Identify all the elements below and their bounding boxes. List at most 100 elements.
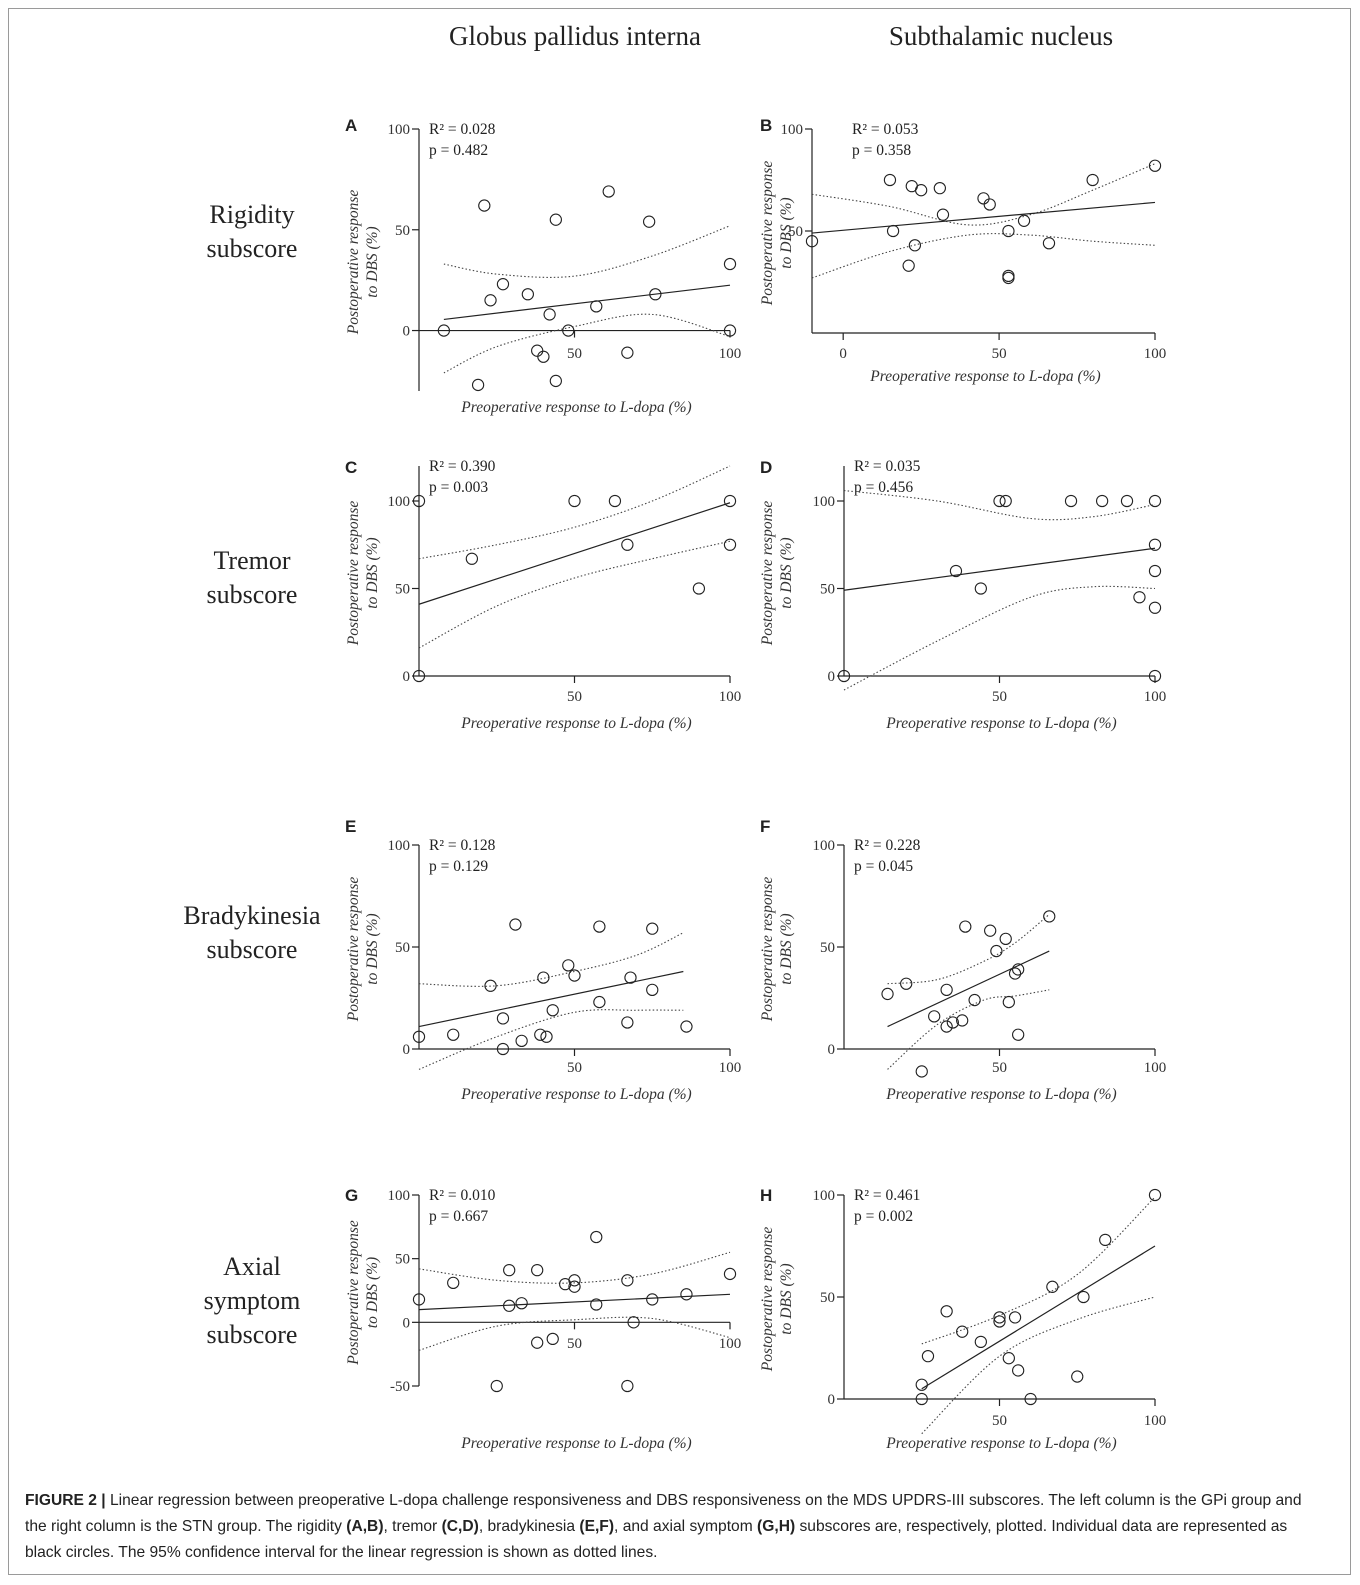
x-tick-label: 100 [1144,689,1167,705]
ci-lower-curve [443,313,731,374]
caption-text: , bradykinesia [478,1518,580,1535]
x-tick-label: 50 [992,346,1007,362]
row-label-line: Bradykinesia [183,901,321,930]
data-point [412,669,426,683]
data-point [1042,237,1056,250]
y-tick-label: 100 [813,1188,836,1204]
data-point [723,538,737,551]
panel-h: H 0 50 100 50 100 Preoperative response to L-d… [759,1186,1166,1452]
figure-caption: FIGURE 2 | Linear regression between pre… [25,1488,1325,1566]
panel-letter: B [760,116,772,135]
ci-upper-curve [921,1196,1156,1345]
data-point [621,538,634,551]
ci-upper-curve [811,163,1156,226]
data-point [534,1028,547,1041]
data-point [503,1299,516,1312]
data-point [546,1332,559,1346]
y-tick-label: 50 [820,582,835,598]
y-tick-label: 0 [828,1392,836,1408]
y-tick-label: -50 [390,1379,410,1395]
data-point [1012,1028,1025,1041]
column-title-gpi: Globus pallidus interna [449,21,701,51]
regression-line [443,284,731,321]
ci-lower-curve [418,540,731,649]
data-point [723,1267,737,1281]
data-point [940,1305,953,1318]
data-point [447,1276,460,1290]
y-tick-label: 100 [388,122,411,138]
data-point [993,494,1006,508]
data-point [915,1065,928,1078]
data-point [915,1392,928,1406]
data-point [990,944,1003,958]
figure-frame [8,8,1351,1575]
x-tick-label: 50 [567,1336,582,1352]
y-axis-title-line: to DBS (%) [364,1257,381,1328]
data-point [465,552,479,565]
data-point [1017,214,1031,227]
data-point [723,257,737,271]
r-squared-label: R² = 0.228 [854,837,921,854]
y-axis-title-line: to DBS (%) [364,537,381,608]
x-tick-label: 100 [719,1060,742,1076]
data-point [593,920,606,933]
data-point [1064,494,1078,508]
y-tick-label: 50 [395,1252,410,1268]
data-point [646,922,659,935]
x-tick-label: 100 [1144,1060,1167,1076]
data-point [1148,564,1162,578]
row-label-line: subscore [207,935,298,964]
panel-d: D 0 50 100 50 100 Preoperative response to L-d… [759,458,1166,732]
y-tick-label: 50 [788,224,803,240]
caption-label: FIGURE 2 | [25,1492,106,1509]
ci-lower-curve [843,585,1156,691]
y-tick-label: 50 [820,940,835,956]
data-point [642,215,656,228]
y-axis-title-line: to DBS (%) [778,1263,795,1334]
panel-a: A 0 50 100 50 100 Preoperative response to L-d… [345,116,741,416]
data-point [484,979,497,992]
data-point [1002,224,1015,238]
panel-letter: E [345,817,356,836]
data-point [1012,1364,1025,1377]
caption-panel-ref: (C,D) [441,1518,479,1535]
x-axis-title: Preoperative response to L-dopa (%) [460,399,691,416]
data-point [908,239,922,252]
caption-text: subscores are, respectively, plotted. In… [25,1518,1288,1561]
r-squared-label: R² = 0.010 [429,1187,496,1204]
data-point [471,378,485,392]
data-point [568,1280,581,1293]
data-point [974,582,987,595]
p-value-label: p = 0.045 [854,858,913,875]
p-value-label: p = 0.129 [429,858,488,875]
data-point [1024,1392,1037,1406]
y-tick-label: 0 [828,1042,836,1058]
data-point [974,1335,987,1349]
data-point [521,288,534,301]
data-point [1148,1188,1162,1202]
row-label-line: Tremor [213,546,290,575]
data-point [1120,494,1134,508]
x-axis-title: Preoperative response to L-dopa (%) [460,715,691,732]
panel-b: B 50 100 0 50 100 Preoperative response to L-d… [759,116,1166,385]
x-tick-label: 50 [567,689,582,705]
data-point [549,374,562,388]
regression-line [843,547,1156,591]
data-point [490,1379,503,1393]
x-axis-title: Preoperative response to L-dopa (%) [885,1086,1116,1103]
y-axis-title-line: to DBS (%) [778,537,795,608]
data-point [484,294,497,307]
data-point [883,173,897,187]
p-value-label: p = 0.003 [429,479,488,496]
ci-lower-curve [418,1316,731,1351]
data-point [933,182,946,195]
y-axis-title-line: to DBS (%) [778,197,795,268]
data-point [949,564,963,578]
data-point [723,324,737,337]
x-axis-title: Preoperative response to L-dopa (%) [460,1435,691,1452]
x-tick-label: 0 [839,346,847,362]
panel-letter: A [345,116,357,135]
y-axis-title-line: Postoperative response [345,1220,362,1366]
panel-e: E 0 50 100 50 100 Preoperative response to L-d… [345,817,741,1103]
data-point [977,192,990,205]
